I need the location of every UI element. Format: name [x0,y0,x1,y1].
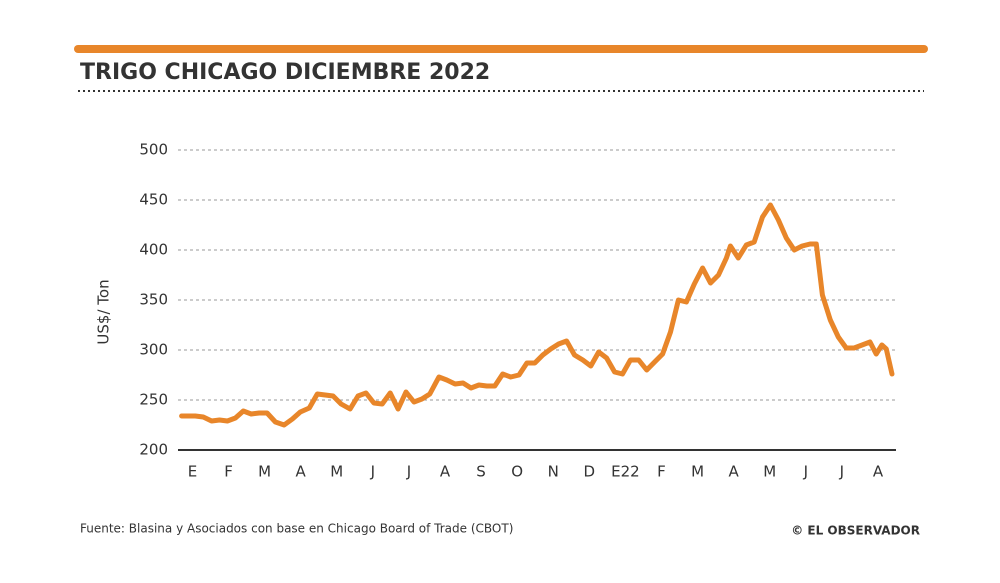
y-tick-label: 300 [139,341,168,359]
chart-title: TRIGO CHICAGO DICIEMBRE 2022 [80,60,490,85]
top-bar [74,45,928,53]
x-tick-label: F [657,463,666,481]
x-tick-label: A [296,463,307,481]
x-tick-label: J [839,463,844,481]
source: Fuente: Blasina y Asociados con base en … [80,522,513,536]
x-tick-label: J [370,463,375,481]
x-tick-label: A [440,463,451,481]
x-tick-label: F [224,463,233,481]
x-tick-label: S [476,463,486,481]
credit: © EL OBSERVADOR [791,524,920,538]
y-tick-label: 450 [139,191,168,209]
x-tick-label: M [330,463,343,481]
x-tick-label: J [803,463,808,481]
x-tick-label: A [873,463,884,481]
x-tick-label: E [188,463,197,481]
x-tick-label: E22 [611,463,640,481]
x-tick-label: M [763,463,776,481]
x-tick-label: A [729,463,740,481]
price-line [179,202,895,428]
y-axis-label: US$/ Ton [95,279,113,344]
x-tick-label: J [406,463,411,481]
y-tick-label: 500 [139,141,168,159]
y-tick-label: 400 [139,241,168,259]
x-tick-label: N [548,463,559,481]
x-tick-label: M [691,463,704,481]
x-tick-label: D [584,463,596,481]
y-tick-label: 250 [139,391,168,409]
y-tick-label: 350 [139,291,168,309]
x-tick-label: O [511,463,523,481]
x-tick-label: M [258,463,271,481]
y-tick-label: 200 [139,441,168,459]
